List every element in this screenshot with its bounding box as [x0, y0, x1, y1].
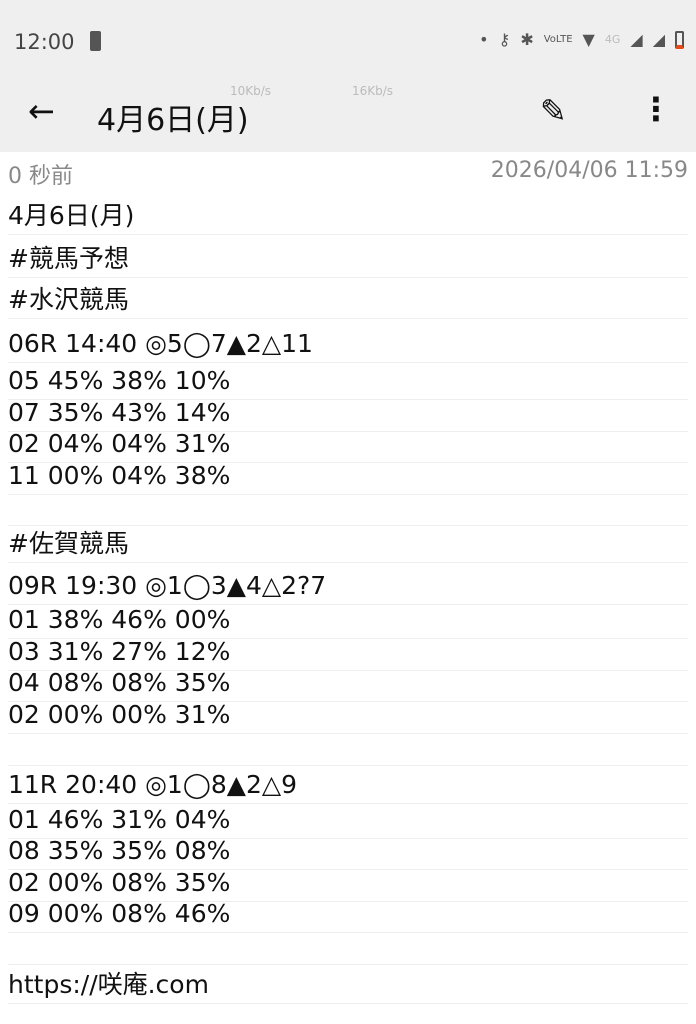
note-line[interactable]: 11 00% 04% 38% [8, 459, 688, 495]
relative-time: 0 秒前 [8, 164, 73, 189]
note-line[interactable]: 01 38% 46% 00% [8, 603, 688, 639]
note-line[interactable]: 11R 20:40 ◎1◯8▲2△9 [8, 768, 688, 804]
note-line[interactable]: 05 45% 38% 10% [8, 364, 688, 400]
battery-icon [675, 30, 684, 49]
app-bar [0, 80, 696, 152]
note-line[interactable] [8, 730, 688, 766]
note-line[interactable]: 4月6日(月) [8, 199, 688, 235]
edit-pencil-icon[interactable]: ✎ [540, 92, 567, 130]
note-line[interactable]: 01 46% 31% 04% [8, 803, 688, 839]
note-line[interactable]: #佐賀競馬 [8, 527, 688, 563]
note-line[interactable]: #競馬予想 [8, 242, 688, 278]
page-title: 4月6日(月) [97, 103, 249, 138]
note-line[interactable]: 09R 19:30 ◎1◯3▲4△2?7 [8, 569, 688, 605]
note-line[interactable] [8, 929, 688, 965]
note-line[interactable]: https://咲庵.com [8, 968, 688, 1004]
upload-speed: 10Kb/s [230, 84, 272, 98]
note-line[interactable] [8, 490, 688, 526]
signal-icon: ◢ [630, 30, 643, 49]
status-icons: • ⚷ ✱ VoLTE ▼ 4G ◢ ◢ [479, 30, 684, 49]
battery-alert-icon [90, 31, 101, 51]
note-line[interactable]: 02 04% 04% 31% [8, 427, 688, 463]
volte-icon: VoLTE [543, 34, 573, 45]
status-bar [0, 0, 696, 80]
note-line[interactable]: 04 08% 08% 35% [8, 666, 688, 702]
vpn-key-icon: ⚷ [498, 30, 511, 49]
note-line[interactable]: 08 35% 35% 08% [8, 834, 688, 870]
download-speed: 16Kb/s [352, 84, 394, 98]
timestamp: 2026/04/06 11:59 [490, 158, 688, 183]
note-line[interactable]: 09 00% 08% 46% [8, 897, 688, 933]
network-type: 4G [604, 33, 621, 46]
bluetooth-icon: ✱ [520, 30, 534, 49]
signal-icon-2: ◢ [652, 30, 665, 49]
note-line[interactable]: 02 00% 00% 31% [8, 698, 688, 734]
wifi-icon: ▼ [582, 30, 595, 49]
note-line[interactable]: #水沢競馬 [8, 283, 688, 319]
note-line[interactable]: 06R 14:40 ◎5◯7▲2△11 [8, 327, 688, 363]
back-arrow-icon[interactable]: ← [28, 92, 55, 130]
note-line[interactable]: 03 31% 27% 12% [8, 635, 688, 671]
status-time: 12:00 [14, 30, 75, 54]
note-line[interactable]: 02 00% 08% 35% [8, 866, 688, 902]
dot-icon: • [479, 30, 489, 49]
more-options-icon[interactable]: ⋮ [640, 90, 672, 128]
note-line[interactable]: 07 35% 43% 14% [8, 396, 688, 432]
